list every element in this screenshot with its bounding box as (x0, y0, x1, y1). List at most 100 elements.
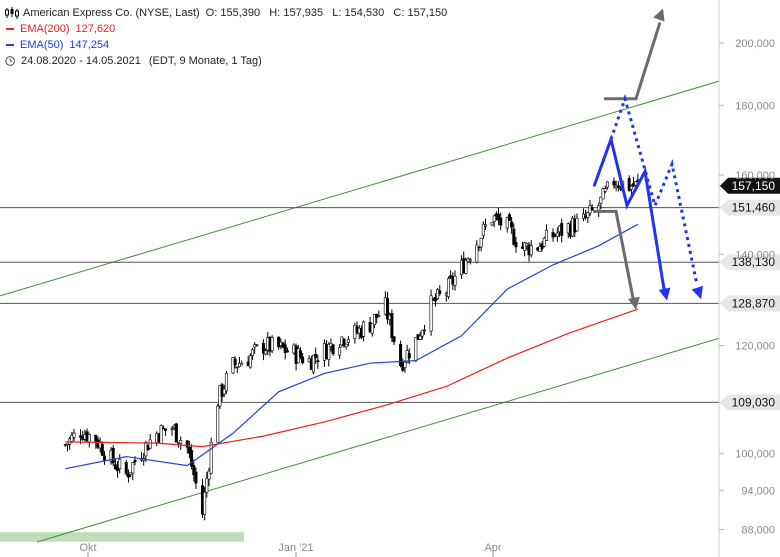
candle-body (126, 473, 130, 478)
candle-body (148, 439, 152, 449)
candle-body (481, 223, 485, 236)
candle (492, 214, 496, 228)
candle (170, 426, 174, 436)
y-tick-label: 100,000 (735, 449, 775, 461)
candle-body (261, 343, 265, 354)
candle (446, 276, 450, 299)
candle-body (170, 428, 174, 430)
candle-body (386, 298, 390, 320)
candle-body (298, 350, 302, 358)
candle (477, 246, 481, 252)
level-price-tag (720, 199, 780, 216)
candle (372, 314, 376, 329)
candle-body (414, 337, 418, 362)
candle (255, 344, 259, 347)
candle (490, 222, 494, 226)
y-tick-label: 160,000 (735, 170, 775, 182)
candle (483, 218, 487, 230)
candle (270, 335, 274, 354)
candle (148, 433, 152, 450)
candle (627, 175, 631, 192)
scenario-down-arrowhead (628, 296, 640, 310)
candle (507, 212, 511, 221)
ema50-swatch (6, 44, 14, 46)
candle (209, 437, 213, 475)
ema200-value: 127,620 (75, 23, 116, 35)
candle (190, 444, 194, 470)
candle-body (505, 217, 509, 229)
candle-body (634, 181, 638, 186)
clock-icon (5, 56, 15, 66)
candle-body (231, 357, 235, 374)
candle (264, 348, 268, 356)
candle (116, 461, 120, 478)
candle (392, 336, 396, 346)
y-tick-label: 94,000 (741, 485, 775, 497)
candle-body (194, 471, 198, 484)
ohlc-values: O: 155,390 H: 157,935 L: 154,530 C: 157,… (205, 7, 448, 19)
candle-body (372, 314, 376, 325)
candle (126, 469, 130, 483)
y-tick-label: 140,000 (735, 249, 775, 261)
candle-body (629, 185, 633, 190)
candle (481, 221, 485, 240)
candle (603, 185, 607, 194)
y-tick-label: 200,000 (735, 38, 775, 50)
candle-body (510, 221, 514, 228)
candle-body (233, 358, 237, 366)
candle-body (538, 246, 542, 252)
candle-body (192, 465, 196, 476)
candle (235, 366, 239, 374)
candle-body (362, 321, 366, 337)
candle-body (586, 212, 590, 218)
candle (370, 323, 374, 337)
candle-body (203, 491, 207, 516)
candle-body (111, 447, 115, 464)
candle-body (492, 215, 496, 222)
channel-lower-line (36, 337, 720, 543)
scenario-down-path (593, 209, 635, 299)
candle (544, 224, 548, 242)
candle-body (603, 188, 607, 192)
candle (612, 177, 616, 189)
candle-body (174, 423, 178, 443)
ema200-label: EMA(200) (20, 23, 70, 35)
candle-body (605, 181, 609, 188)
y-tick-label: 138,130 (732, 255, 776, 269)
candle-body (100, 444, 104, 456)
support-zone (0, 532, 244, 542)
candle-body (555, 232, 559, 237)
candle (327, 342, 331, 367)
candle (599, 196, 603, 210)
candle (514, 236, 518, 253)
candle-body (433, 297, 437, 302)
candle (560, 218, 564, 243)
candle (124, 459, 128, 477)
legend-ema50: EMA(50) 147,254 (5, 38, 109, 52)
candle-body (560, 223, 564, 236)
candle-body (346, 339, 350, 343)
candle-body (529, 245, 533, 256)
candle-body (575, 217, 579, 232)
candle-body (253, 344, 257, 348)
candle (438, 285, 442, 297)
y-tick-label: 109,030 (732, 395, 776, 409)
candle-body (87, 434, 91, 443)
candle (103, 451, 107, 465)
candle-body (429, 295, 433, 332)
candle (222, 384, 226, 397)
candle (285, 347, 289, 353)
candle-body (479, 237, 483, 248)
candle (605, 181, 609, 190)
candle (163, 428, 167, 436)
scenario-arrows (592, 8, 703, 310)
candle-body (464, 260, 468, 274)
candle-body (190, 450, 194, 467)
candle (179, 436, 183, 450)
candle-body (453, 275, 457, 286)
candle (475, 240, 479, 264)
candle (100, 441, 104, 457)
candle (468, 257, 472, 265)
candle-body (285, 350, 289, 353)
scenario-up-arrowhead (653, 8, 665, 22)
